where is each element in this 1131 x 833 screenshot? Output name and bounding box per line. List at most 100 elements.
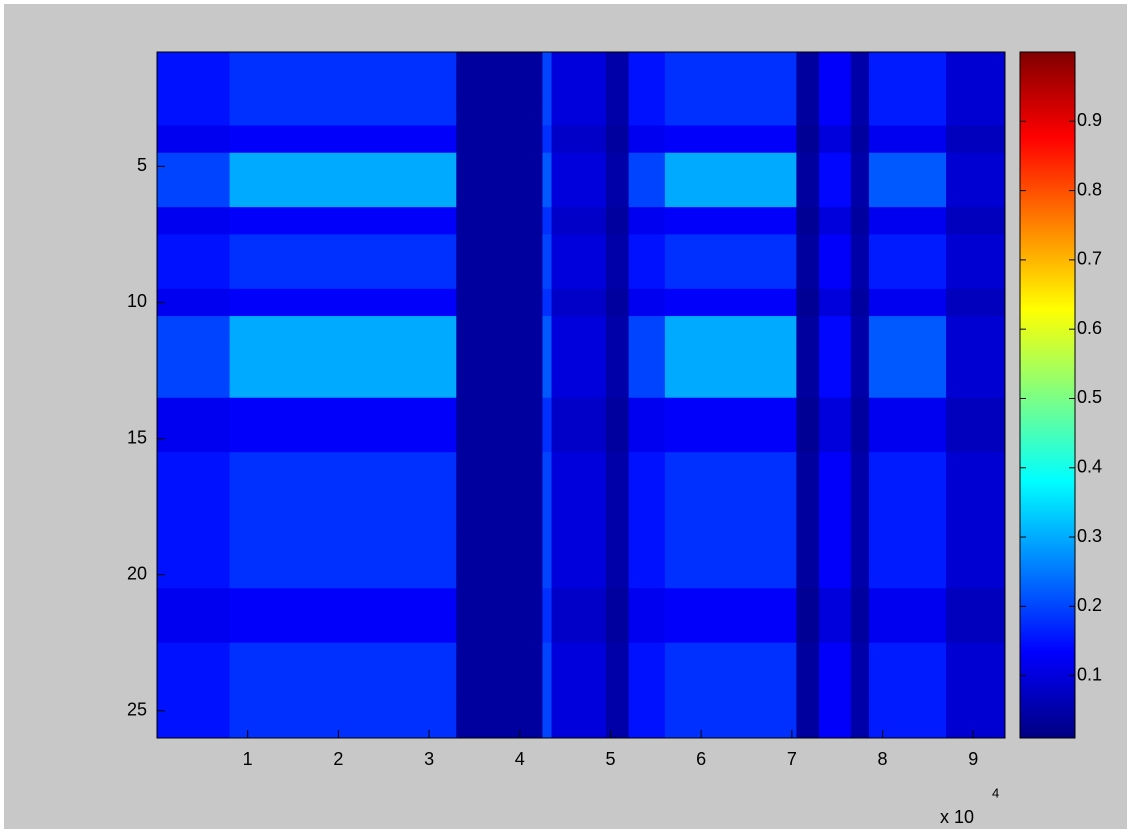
heatmap-cell	[605, 207, 630, 235]
heatmap-cell	[542, 506, 553, 535]
heatmap-cell	[819, 52, 852, 72]
heatmap-cell	[605, 697, 630, 725]
heatmap-cell	[542, 642, 553, 671]
heatmap-cell	[868, 98, 947, 126]
heatmap-cell	[819, 615, 852, 644]
heatmap-cell	[551, 397, 607, 426]
colorbar-tick-label: 0.1	[1077, 664, 1102, 684]
heatmap-cell	[229, 533, 457, 562]
heatmap-cell	[605, 370, 630, 399]
heatmap-cell	[819, 370, 852, 399]
heatmap-cell	[229, 288, 457, 317]
heatmap-cell	[456, 98, 543, 126]
heatmap-cell	[229, 642, 457, 671]
heatmap-cell	[819, 207, 852, 235]
heatmap-cell	[229, 125, 457, 154]
heatmap-cell	[868, 561, 947, 589]
heatmap-cell	[456, 669, 543, 698]
heatmap-cell	[229, 669, 457, 698]
heatmap-cell	[605, 506, 630, 535]
heatmap-cell	[796, 179, 820, 208]
heatmap-cell	[819, 424, 852, 453]
heatmap-cell	[664, 288, 797, 317]
heatmap-cell	[456, 52, 543, 72]
heatmap-cell	[551, 615, 607, 644]
heatmap-cell	[664, 724, 797, 738]
heatmap-cell	[946, 724, 1005, 738]
heatmap-cell	[850, 615, 870, 644]
heatmap-cell	[551, 288, 607, 317]
heatmap-cell	[946, 179, 1005, 208]
heatmap-cell	[868, 234, 947, 263]
heatmap-cell	[819, 669, 852, 698]
x-multiplier: x 10	[940, 807, 974, 827]
heatmap-cell	[551, 561, 607, 589]
x-tick-label: 2	[333, 749, 343, 769]
heatmap-cell	[229, 370, 457, 399]
heatmap-cell	[664, 397, 797, 426]
heatmap-cell	[628, 179, 666, 208]
heatmap-cell	[628, 588, 666, 616]
heatmap-cell	[605, 261, 630, 290]
heatmap-cell	[850, 642, 870, 671]
heatmap-cell	[542, 316, 553, 344]
heatmap-cell	[628, 288, 666, 317]
heatmap-cell	[551, 506, 607, 535]
heatmap-cell	[796, 71, 820, 99]
heatmap-cell	[157, 452, 231, 480]
heatmap-cell	[551, 71, 607, 99]
heatmap-cell	[551, 370, 607, 399]
heatmap-cell	[551, 588, 607, 616]
heatmap-cell	[850, 506, 870, 535]
heatmap-cell	[542, 615, 553, 644]
heatmap-cell	[946, 152, 1005, 181]
heatmap-cell	[796, 615, 820, 644]
heatmap-cell	[229, 452, 457, 480]
heatmap-cell	[819, 98, 852, 126]
heatmap-cell	[157, 697, 231, 725]
heatmap-cell	[868, 125, 947, 154]
heatmap-cell	[605, 52, 630, 72]
heatmap-cell	[664, 642, 797, 671]
heatmap-cell	[850, 179, 870, 208]
heatmap-cell	[229, 397, 457, 426]
heatmap-cell	[664, 588, 797, 616]
heatmap-cell	[229, 179, 457, 208]
heatmap-cell	[868, 533, 947, 562]
heatmap-cell	[850, 479, 870, 508]
heatmap-cell	[819, 234, 852, 263]
heatmap-cell	[664, 234, 797, 263]
heatmap-cell	[850, 261, 870, 290]
heatmap-cell	[456, 71, 543, 99]
axes: 1 2 3 4 5 6 7 8 9 x 10 4 5 10 15 20 25 0.1 0.2 0.3 0.4 0.5 0.…	[127, 51, 1102, 827]
heatmap-cell	[605, 561, 630, 589]
heatmap-cell	[868, 452, 947, 480]
heatmap-cell	[456, 207, 543, 235]
heatmap-cell	[868, 724, 947, 738]
heatmap-cell	[664, 125, 797, 154]
heatmap-cell	[796, 452, 820, 480]
heatmap-cell	[868, 179, 947, 208]
heatmap-cell	[157, 642, 231, 671]
heatmap-cell	[542, 724, 553, 738]
heatmap-cell	[157, 588, 231, 616]
heatmap-cell	[605, 397, 630, 426]
heatmap-cell	[628, 669, 666, 698]
heatmap-cell	[157, 125, 231, 154]
heatmap-cell	[542, 452, 553, 480]
heatmap-cell	[628, 452, 666, 480]
heatmap-cell	[551, 343, 607, 371]
heatmap-cell	[868, 207, 947, 235]
heatmap-cell	[551, 261, 607, 290]
heatmap-cell	[542, 207, 553, 235]
heatmap-cell	[456, 588, 543, 616]
heatmap-cell	[605, 152, 630, 181]
x-tick-label: 4	[515, 749, 525, 769]
heatmap-cell	[605, 424, 630, 453]
heatmap-cell	[157, 98, 231, 126]
heatmap-cell	[946, 588, 1005, 616]
heatmap-cell	[229, 316, 457, 344]
colorbar-tick-label: 0.6	[1077, 318, 1102, 338]
heatmap-cell	[542, 152, 553, 181]
